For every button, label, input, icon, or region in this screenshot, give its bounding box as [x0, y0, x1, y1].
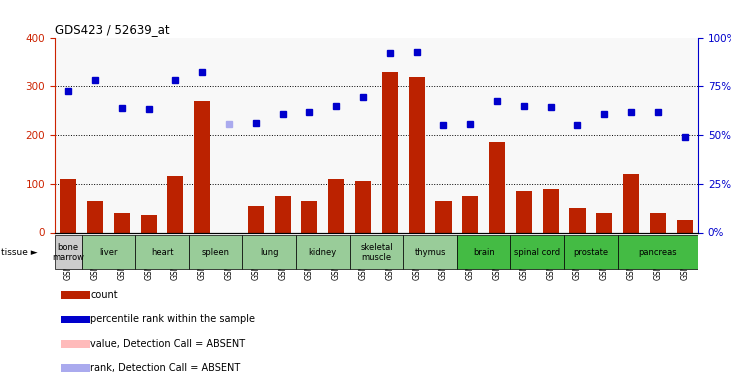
Bar — [61, 340, 90, 348]
Bar — [60, 179, 76, 232]
Bar — [189, 235, 243, 269]
Bar — [349, 235, 404, 269]
Bar — [135, 235, 189, 269]
Bar — [489, 142, 505, 232]
Bar — [650, 213, 666, 232]
Text: value, Detection Call = ABSENT: value, Detection Call = ABSENT — [90, 339, 246, 349]
Text: spinal cord: spinal cord — [514, 248, 561, 256]
Text: bone
marrow: bone marrow — [52, 243, 84, 261]
Bar — [542, 189, 558, 232]
Text: spleen: spleen — [202, 248, 230, 256]
Text: tissue ►: tissue ► — [1, 248, 37, 256]
Bar — [61, 291, 90, 299]
Bar — [114, 213, 130, 232]
Bar — [510, 235, 564, 269]
Text: liver: liver — [99, 248, 118, 256]
Bar — [436, 201, 452, 232]
Text: count: count — [90, 290, 118, 300]
Bar — [167, 177, 183, 232]
Bar — [194, 101, 211, 232]
Text: skeletal
muscle: skeletal muscle — [360, 243, 393, 261]
Text: kidney: kidney — [308, 248, 337, 256]
Bar — [301, 201, 317, 232]
Bar — [328, 179, 344, 232]
Bar — [409, 76, 425, 232]
Text: lung: lung — [260, 248, 279, 256]
Bar — [623, 174, 639, 232]
Bar — [55, 235, 82, 269]
Bar — [618, 235, 698, 269]
Bar — [569, 208, 586, 232]
Bar — [243, 235, 296, 269]
Bar — [82, 235, 135, 269]
Bar — [596, 213, 613, 232]
Bar — [87, 201, 103, 232]
Bar — [564, 235, 618, 269]
Bar — [462, 196, 478, 232]
Bar — [296, 235, 349, 269]
Bar — [275, 196, 291, 232]
Text: heart: heart — [151, 248, 173, 256]
Bar — [404, 235, 457, 269]
Bar — [140, 215, 156, 232]
Text: brain: brain — [473, 248, 495, 256]
Bar — [61, 364, 90, 372]
Text: rank, Detection Call = ABSENT: rank, Detection Call = ABSENT — [90, 363, 240, 373]
Text: thymus: thymus — [414, 248, 446, 256]
Bar — [355, 182, 371, 232]
Bar — [677, 220, 693, 232]
Text: percentile rank within the sample: percentile rank within the sample — [90, 314, 255, 324]
Bar — [382, 72, 398, 232]
Text: prostate: prostate — [573, 248, 608, 256]
Bar — [61, 315, 90, 323]
Text: pancreas: pancreas — [639, 248, 677, 256]
Bar — [457, 235, 510, 269]
Bar — [516, 191, 532, 232]
Text: GDS423 / 52639_at: GDS423 / 52639_at — [55, 23, 170, 36]
Bar — [248, 206, 264, 232]
